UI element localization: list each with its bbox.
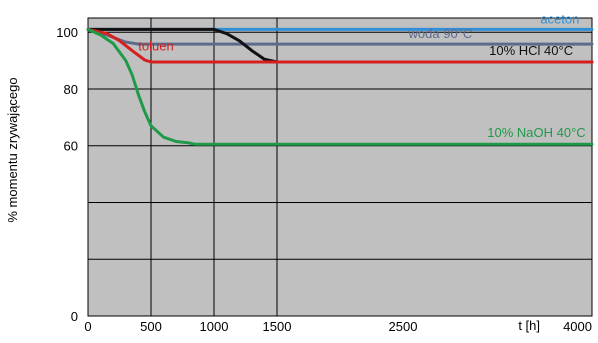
- x-tick-label: 2500: [389, 319, 418, 334]
- y-tick-label: 0: [71, 309, 78, 324]
- y-tick-labels: 0 60 80 100: [56, 25, 78, 324]
- series-label: 10% HCl 40°C: [489, 43, 573, 58]
- x-tick-label: 500: [140, 319, 162, 334]
- series-labels: aceton woda 90°C 10% HCl 40°C toluen 10% NaO…: [138, 12, 585, 141]
- series-label: 10% NaOH 40°C: [487, 125, 585, 140]
- grid-lines: [88, 18, 592, 316]
- y-tick-label: 80: [64, 82, 78, 97]
- series-line-toluen: [86, 27, 594, 64]
- x-tick-label: 1000: [200, 319, 229, 334]
- series-label: aceton: [540, 12, 579, 27]
- x-tick-label: 1500: [263, 319, 292, 334]
- x-tick-labels: 0 500 1000 1500 2500 4000: [84, 319, 592, 334]
- y-tick-label: 100: [56, 25, 78, 40]
- y-tick-label: 60: [64, 139, 78, 154]
- x-tick-label: 0: [84, 319, 91, 334]
- x-axis-label: t [h]: [518, 318, 540, 333]
- x-tick-label: 4000: [563, 319, 592, 334]
- y-axis-label: % momentu zrywającego: [5, 77, 20, 222]
- series-label: woda 90°C: [408, 26, 473, 41]
- series-lines: [86, 27, 594, 146]
- plot-area: [87, 17, 593, 317]
- series-label: toluen: [138, 39, 173, 54]
- series-line-10-naoh-40-c: [86, 27, 594, 146]
